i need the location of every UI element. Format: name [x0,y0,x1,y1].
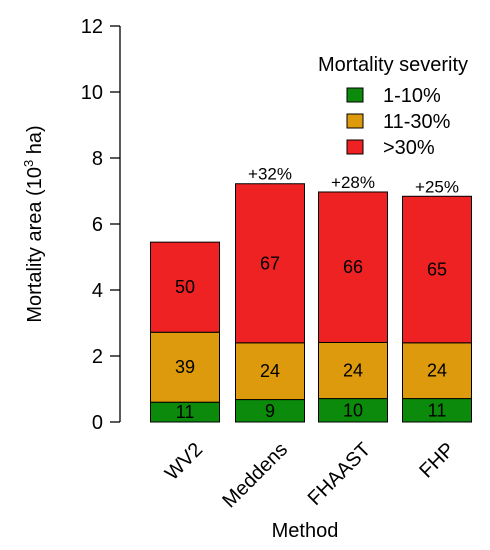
bar-segment [318,191,388,343]
bar-segment-label: 11 [428,400,447,420]
bar-segment-label: 11 [176,402,195,422]
bar-segment-label: 67 [260,253,280,273]
y-axis-title-prefix: Mortality area (10 [24,167,46,323]
bar-top-label: +28% [331,173,375,192]
bars: 11 39 50 9 24 67 +32% 10 24 66 +28% 11 24 65 +25% [150,165,472,423]
y-axis-title-group: Mortality area (103 ha) [21,125,46,322]
bar-segment [150,331,220,403]
bar-segment [402,342,472,400]
y-axis: 0 2 4 6 8 10 12 [81,16,121,434]
bar-segment-label: 24 [260,361,280,381]
bar-segment-label: 24 [427,361,447,381]
y-axis-title: Mortality area (103 ha) [21,125,46,322]
bar-segment [235,183,305,344]
bar-segment-label: 66 [343,257,363,277]
y-tick-label: 12 [81,16,103,38]
y-tick-label: 2 [92,346,103,368]
x-tick-label: FHAAST [304,439,375,510]
legend-swatch [346,113,364,129]
bar-segment-label: 24 [343,361,363,381]
bar-segment-label: 65 [427,260,447,280]
legend-swatch [346,87,364,103]
x-axis-title: Method [272,520,339,542]
bar-segment-label: 10 [343,400,363,420]
y-tick-label: 6 [92,214,103,236]
bar-segment [318,341,388,400]
x-tick-label: FHP [415,439,459,483]
y-tick-label: 4 [92,280,103,302]
y-tick-label: 0 [92,412,103,434]
bar-top-label: +25% [415,177,459,196]
y-tick-label: 10 [81,82,103,104]
legend-label: >30% [383,137,435,159]
bar-segment [402,195,472,344]
y-tick-label: 8 [92,148,103,170]
bar-top-label: +32% [248,165,292,184]
legend-title: Mortality severity [318,54,468,76]
bar-segment [150,241,220,333]
y-axis-title-suffix: ha) [24,125,46,159]
legend-label: 11-30% [383,111,451,133]
bar-segment [235,342,305,401]
x-tick-label: WV2 [161,439,207,485]
legend-swatch [346,139,364,155]
legend: Mortality severity 1-10% 11-30% >30% [318,54,468,159]
x-tick-label: Meddens [218,439,292,513]
bar-segment-label: 9 [265,401,275,421]
bar-segment-label: 39 [175,357,195,377]
x-axis-tick-labels: WV2 Meddens FHAAST FHP [161,439,459,513]
y-axis-title-sup: 3 [21,160,36,167]
legend-label: 1-10% [383,85,441,107]
bar-segment-label: 50 [175,277,195,297]
